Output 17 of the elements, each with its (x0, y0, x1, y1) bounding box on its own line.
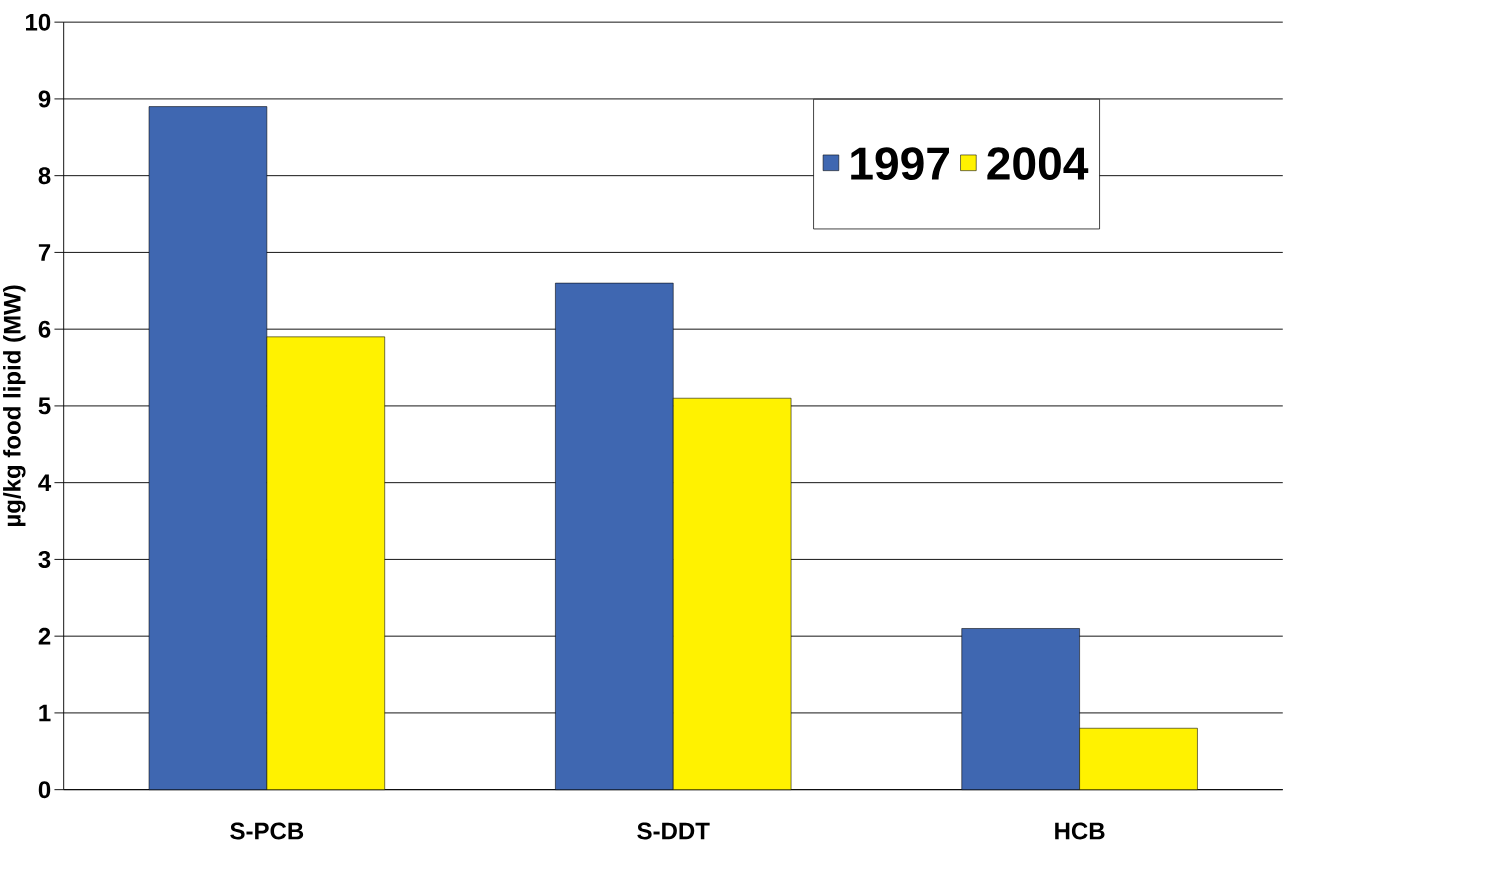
x-tick-label: S-PCB (230, 822, 304, 840)
y-tick-label: 6 (38, 320, 51, 338)
y-tick-label: 0 (38, 781, 51, 799)
y-tick-label: 3 (38, 550, 51, 568)
y-tick-label: 5 (38, 397, 51, 415)
y-tick-label: 10 (26, 13, 51, 31)
y-tick-label: 1 (39, 704, 51, 722)
y-axis-title: µg/kg food lipid (MW) (3, 285, 26, 526)
x-tick-label: HCB (1055, 822, 1105, 840)
y-tick-label: 2 (38, 627, 51, 645)
y-tick-label: 9 (38, 90, 51, 108)
y-tick-label: 7 (38, 244, 51, 261)
x-tick-label: S-DDT (637, 822, 710, 840)
y-tick-label: 8 (38, 167, 51, 185)
legend-label: 1997 (851, 147, 949, 180)
legend-label: 2004 (987, 147, 1089, 180)
y-tick-label: 4 (38, 474, 52, 491)
